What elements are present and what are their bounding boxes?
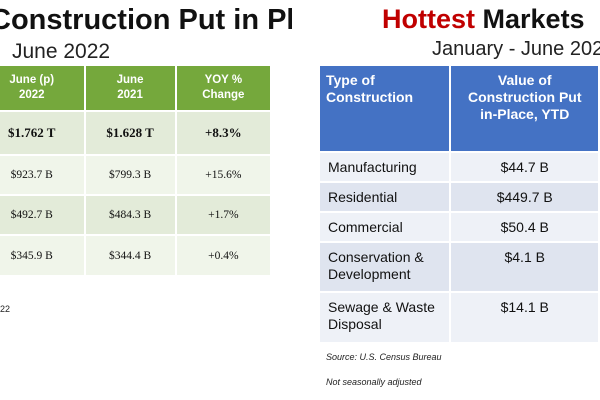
table-row: $1.762 T $1.628 T +8.3% — [0, 110, 273, 155]
source-note: Source: U.S. Census Bureau — [326, 352, 442, 362]
cell-2021: $799.3 B — [84, 154, 177, 195]
construction-subtitle: June 2022 — [12, 40, 111, 63]
header-june-2022: June (p) 2022 — [0, 66, 86, 111]
hottest-markets-subtitle: January - June 2022 — [432, 38, 600, 60]
title-rest: Markets — [482, 4, 585, 34]
cell-2022: $492.7 B — [0, 194, 86, 235]
cell-2022: $923.7 B — [0, 154, 86, 195]
seasonal-note: Not seasonally adjusted — [326, 377, 422, 387]
title-highlight: Hottest — [382, 4, 475, 34]
header-june-2021: June 2021 — [84, 66, 177, 111]
cell-2022: $1.762 T — [0, 110, 86, 155]
header-type-of-construction: Type of Construction — [320, 66, 452, 152]
cell-yoy: +0.4% — [175, 234, 273, 275]
cell-yoy: +8.3% — [175, 110, 273, 155]
table-row: Manufacturing $44.7 B — [320, 151, 600, 182]
cell-value: $4.1 B — [450, 241, 600, 292]
header-june-2021-line1: June — [116, 74, 144, 86]
table-row: $492.7 B $484.3 B +1.7% — [0, 194, 273, 235]
table-row: Residential $449.7 B — [320, 181, 600, 212]
cell-type: Manufacturing — [320, 151, 452, 182]
cell-type: Residential — [320, 181, 452, 212]
header-yoy-line1: YOY % — [204, 74, 243, 86]
cell-type: Commercial — [320, 211, 452, 242]
hottest-markets-title: Hottest Markets — [382, 4, 585, 35]
construction-panel: Construction Put in Place June 2022 June… — [0, 0, 292, 400]
cell-2022: $345.9 B — [0, 234, 86, 275]
header-june-2022-line1: June (p) — [9, 74, 55, 86]
table-row: Conservation & Development $4.1 B — [320, 241, 600, 292]
cell-2021: $484.3 B — [84, 194, 177, 235]
header-value-line3: in-Place, YTD — [480, 106, 570, 122]
hottest-markets-panel: Hottest Markets January - June 2022 Type… — [302, 0, 600, 400]
header-yoy-change: YOY % Change — [175, 66, 273, 111]
construction-header-row: June (p) 2022 June 2021 YOY % Change — [0, 66, 273, 111]
cell-type: Conservation & Development — [320, 241, 452, 292]
table-row: $345.9 B $344.4 B +0.4% — [0, 234, 273, 275]
header-value-line2: Construction Put — [467, 89, 582, 105]
header-value-line1: Value of — [497, 72, 552, 88]
markets-header-row: Type of Construction Value of Constructio… — [320, 66, 600, 152]
cell-value: $14.1 B — [450, 291, 600, 342]
cell-yoy: +1.7% — [175, 194, 273, 235]
cell-2021: $344.4 B — [84, 234, 177, 275]
cell-type: Sewage & Waste Disposal — [320, 291, 452, 342]
hottest-markets-table: Type of Construction Value of Constructio… — [320, 66, 600, 342]
table-row: $923.7 B $799.3 B +15.6% — [0, 154, 273, 195]
header-yoy-line2: Change — [202, 89, 245, 101]
header-june-2021-line2: 2021 — [117, 89, 143, 101]
header-value-put-in-place: Value of Construction Put in-Place, YTD — [450, 66, 600, 152]
cell-2021: $1.628 T — [84, 110, 177, 155]
cell-value: $50.4 B — [450, 211, 600, 242]
construction-title: Construction Put in Place — [0, 4, 292, 36]
cell-value: $449.7 B — [450, 181, 600, 212]
table-row: Sewage & Waste Disposal $14.1 B — [320, 291, 600, 342]
header-june-2022-line2: 2022 — [18, 89, 45, 101]
table-row: Commercial $50.4 B — [320, 211, 600, 242]
construction-table: June (p) 2022 June 2021 YOY % Change $1.762… — [0, 66, 273, 275]
construction-footnote: 22 — [0, 304, 11, 314]
cell-yoy: +15.6% — [175, 154, 273, 195]
cell-value: $44.7 B — [450, 151, 600, 182]
